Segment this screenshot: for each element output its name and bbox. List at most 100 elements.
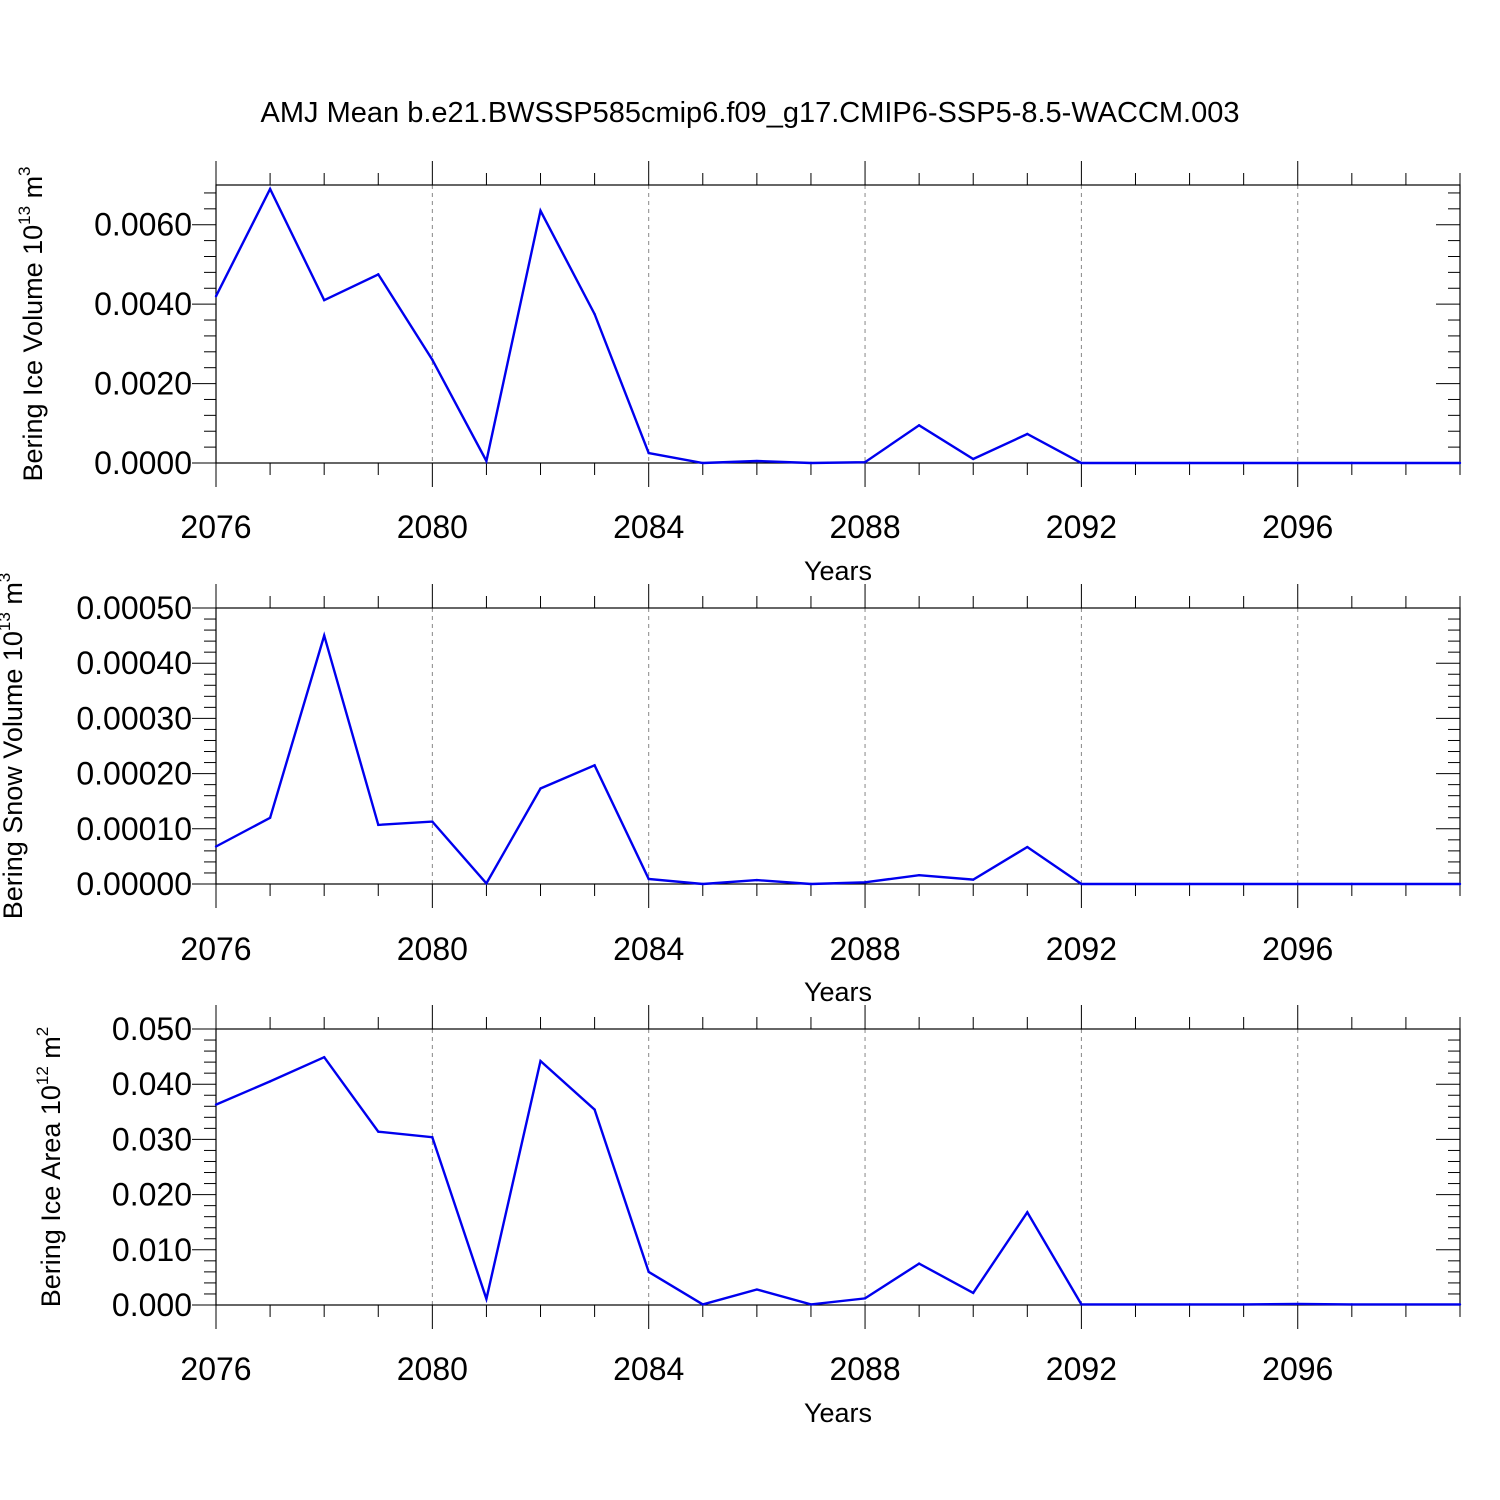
data-point bbox=[917, 1262, 921, 1265]
data-point bbox=[1188, 882, 1191, 886]
x-tick-label: 2096 bbox=[1262, 1351, 1333, 1387]
data-point bbox=[322, 298, 326, 302]
data-point bbox=[1080, 882, 1083, 886]
data-point bbox=[1296, 1302, 1299, 1306]
y-tick-label: 0.00040 bbox=[76, 645, 192, 681]
data-point bbox=[1296, 882, 1299, 886]
data-point bbox=[972, 1291, 975, 1295]
x-tick-label: 2076 bbox=[180, 1351, 251, 1387]
chart-panel-1: 0.0000 0.0020 0.0040 0.0060 2076 2080 2084 2088… bbox=[15, 161, 1462, 586]
x-tick-label: 2084 bbox=[613, 1351, 684, 1387]
data-point bbox=[1458, 882, 1462, 886]
data-point bbox=[1458, 1303, 1462, 1306]
data-point bbox=[1080, 1303, 1083, 1306]
data-point bbox=[1404, 461, 1408, 465]
y-tick-label: 0.0020 bbox=[94, 366, 192, 402]
data-point bbox=[863, 881, 867, 884]
y-tick-label: 0.020 bbox=[112, 1177, 192, 1213]
y-tick-label: 0.00020 bbox=[76, 756, 192, 792]
y-axis-label-text: Bering Snow Volume 10 bbox=[0, 631, 28, 919]
data-point bbox=[809, 461, 813, 465]
y-tick-label: 0.0060 bbox=[94, 207, 192, 243]
y-axis-label-text: m bbox=[36, 1036, 66, 1066]
y-axis-label-text: m bbox=[0, 582, 28, 612]
data-point bbox=[809, 1303, 813, 1306]
y-tick-label: 0.00000 bbox=[76, 866, 192, 902]
y-tick-label: 0.050 bbox=[112, 1011, 192, 1047]
data-point bbox=[701, 882, 704, 886]
data-point bbox=[1242, 882, 1245, 886]
data-point bbox=[1026, 1211, 1029, 1214]
chart-title: AMJ Mean b.e21.BWSSP585cmip6.f09_g17.CMI… bbox=[261, 97, 1240, 129]
data-point bbox=[268, 187, 272, 191]
y-tick-label: 0.00010 bbox=[76, 811, 192, 847]
data-point bbox=[1242, 461, 1245, 465]
data-point bbox=[431, 358, 434, 361]
data-point bbox=[593, 312, 596, 316]
data-point bbox=[1350, 1303, 1354, 1306]
data-point bbox=[1404, 882, 1408, 886]
chart-panel-2: 0.00000 0.00010 0.00020 0.00030 0.00040 0.000… bbox=[0, 573, 1462, 1007]
x-tick-label: 2088 bbox=[829, 931, 900, 967]
chart-panel-3: 0.000 0.010 0.020 0.030 0.040 0.050 2076 2080 20… bbox=[33, 1005, 1462, 1428]
plot-frame bbox=[215, 184, 1461, 464]
data-point bbox=[1404, 1303, 1408, 1306]
data-point bbox=[863, 1297, 867, 1300]
y-tick-label: 0.0000 bbox=[94, 445, 192, 481]
data-point bbox=[863, 461, 867, 464]
data-point bbox=[1242, 1303, 1245, 1306]
plot-frame bbox=[215, 607, 1461, 885]
y-axis-label: Bering Ice Area 1012 m2 bbox=[33, 1027, 66, 1308]
data-point bbox=[593, 1108, 596, 1111]
y-axis-label-superscript: 3 bbox=[0, 573, 14, 582]
data-point bbox=[647, 1270, 650, 1274]
y-tick-label: 0.030 bbox=[112, 1121, 192, 1157]
data-point bbox=[539, 209, 542, 213]
data-point bbox=[917, 873, 921, 877]
data-point bbox=[1134, 461, 1137, 465]
series-line bbox=[215, 1055, 1460, 1306]
x-tick-label: 2096 bbox=[1262, 931, 1333, 967]
data-point bbox=[1080, 461, 1083, 465]
data-point bbox=[809, 882, 813, 886]
data-point bbox=[701, 1303, 704, 1306]
y-tick-label: 0.040 bbox=[112, 1066, 192, 1102]
data-point bbox=[1134, 1303, 1137, 1306]
data-point bbox=[1350, 461, 1354, 465]
data-point bbox=[485, 1297, 488, 1301]
x-tick-label: 2092 bbox=[1046, 1351, 1117, 1387]
data-point bbox=[431, 820, 434, 823]
y-tick-label: 0.010 bbox=[112, 1232, 192, 1268]
data-point bbox=[972, 457, 975, 461]
data-point bbox=[322, 634, 326, 637]
series-line bbox=[215, 631, 1460, 886]
x-tick-label: 2080 bbox=[397, 1351, 468, 1387]
data-point bbox=[377, 273, 380, 276]
data-point bbox=[1350, 882, 1354, 886]
data-point bbox=[755, 1288, 759, 1291]
x-tick-label: 2092 bbox=[1046, 509, 1117, 545]
x-tick-label: 2080 bbox=[397, 509, 468, 545]
y-axis-label-text: Bering Ice Volume 10 bbox=[18, 225, 48, 482]
x-axis-label: Years bbox=[804, 977, 872, 1007]
data-point bbox=[377, 1130, 380, 1133]
y-axis-label-superscript: 3 bbox=[15, 166, 34, 175]
x-tick-label: 2076 bbox=[180, 931, 251, 967]
data-point bbox=[1296, 461, 1299, 465]
y-axis-label-superscript: 2 bbox=[33, 1027, 52, 1036]
y-tick-label: 0.00030 bbox=[76, 700, 192, 736]
y-axis-label: Bering Ice Volume 1013 m3 bbox=[15, 166, 48, 481]
y-tick-label: 0.0040 bbox=[94, 286, 192, 322]
data-point bbox=[1458, 461, 1462, 465]
x-tick-label: 2084 bbox=[613, 931, 684, 967]
data-point bbox=[917, 424, 921, 427]
series-line bbox=[214, 186, 1460, 465]
data-point bbox=[431, 1135, 434, 1139]
x-tick-label: 2084 bbox=[613, 509, 684, 545]
data-point bbox=[377, 823, 380, 827]
data-point bbox=[1188, 1303, 1191, 1306]
data-point bbox=[214, 845, 218, 848]
data-point bbox=[647, 877, 650, 881]
data-point bbox=[701, 461, 704, 465]
